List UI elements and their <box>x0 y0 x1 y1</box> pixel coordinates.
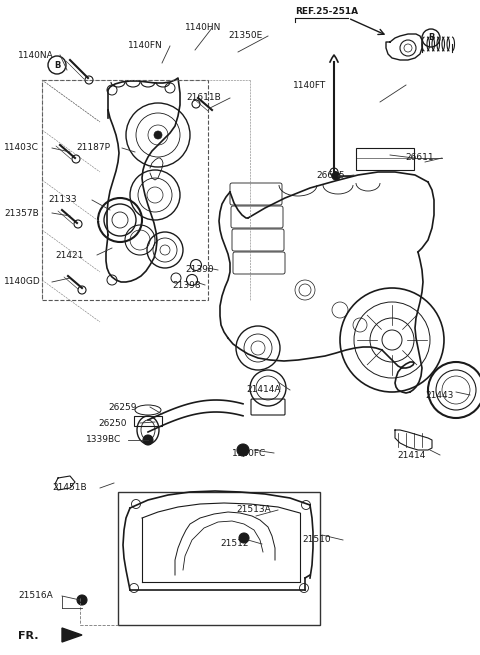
Text: 21414A: 21414A <box>246 386 280 394</box>
Text: FR.: FR. <box>18 631 38 641</box>
Text: 1339BC: 1339BC <box>86 436 121 445</box>
Text: 26259: 26259 <box>108 403 136 411</box>
Text: REF.25-251A: REF.25-251A <box>295 7 358 16</box>
Text: B: B <box>428 33 434 43</box>
Text: B: B <box>54 60 60 69</box>
Text: 26250: 26250 <box>98 419 127 428</box>
Text: 21513A: 21513A <box>236 506 271 514</box>
Text: 21390: 21390 <box>185 265 214 274</box>
Text: 26611: 26611 <box>405 153 433 162</box>
Circle shape <box>332 172 340 180</box>
Circle shape <box>239 533 249 543</box>
Text: 21133: 21133 <box>48 195 77 204</box>
Text: 21398: 21398 <box>172 280 201 290</box>
Text: 1140FN: 1140FN <box>128 41 163 50</box>
Text: 1140NA: 1140NA <box>18 50 54 60</box>
Text: 21414: 21414 <box>397 451 425 460</box>
Text: 1140HN: 1140HN <box>185 24 221 33</box>
Bar <box>118 492 320 625</box>
Text: 21421: 21421 <box>55 250 84 259</box>
Text: 21510: 21510 <box>302 536 331 544</box>
Circle shape <box>143 435 153 445</box>
Text: 21451B: 21451B <box>52 483 86 493</box>
Bar <box>134 416 162 426</box>
Bar <box>42 80 208 300</box>
Text: 21350E: 21350E <box>228 31 262 41</box>
Text: 21443: 21443 <box>425 390 454 400</box>
Text: 21516A: 21516A <box>18 591 53 601</box>
Text: 1140FT: 1140FT <box>293 81 326 90</box>
Bar <box>356 148 414 170</box>
Text: 1140GD: 1140GD <box>4 278 41 286</box>
Polygon shape <box>62 628 82 642</box>
Circle shape <box>77 595 87 605</box>
Text: 21187P: 21187P <box>76 143 110 153</box>
Text: 21611B: 21611B <box>186 94 221 102</box>
Text: 1140FC: 1140FC <box>232 449 266 457</box>
Circle shape <box>237 444 249 456</box>
Circle shape <box>154 131 162 139</box>
Text: 21357B: 21357B <box>4 208 39 217</box>
Text: 26615: 26615 <box>316 170 345 179</box>
Text: 11403C: 11403C <box>4 143 39 153</box>
Text: 21512: 21512 <box>220 540 249 548</box>
